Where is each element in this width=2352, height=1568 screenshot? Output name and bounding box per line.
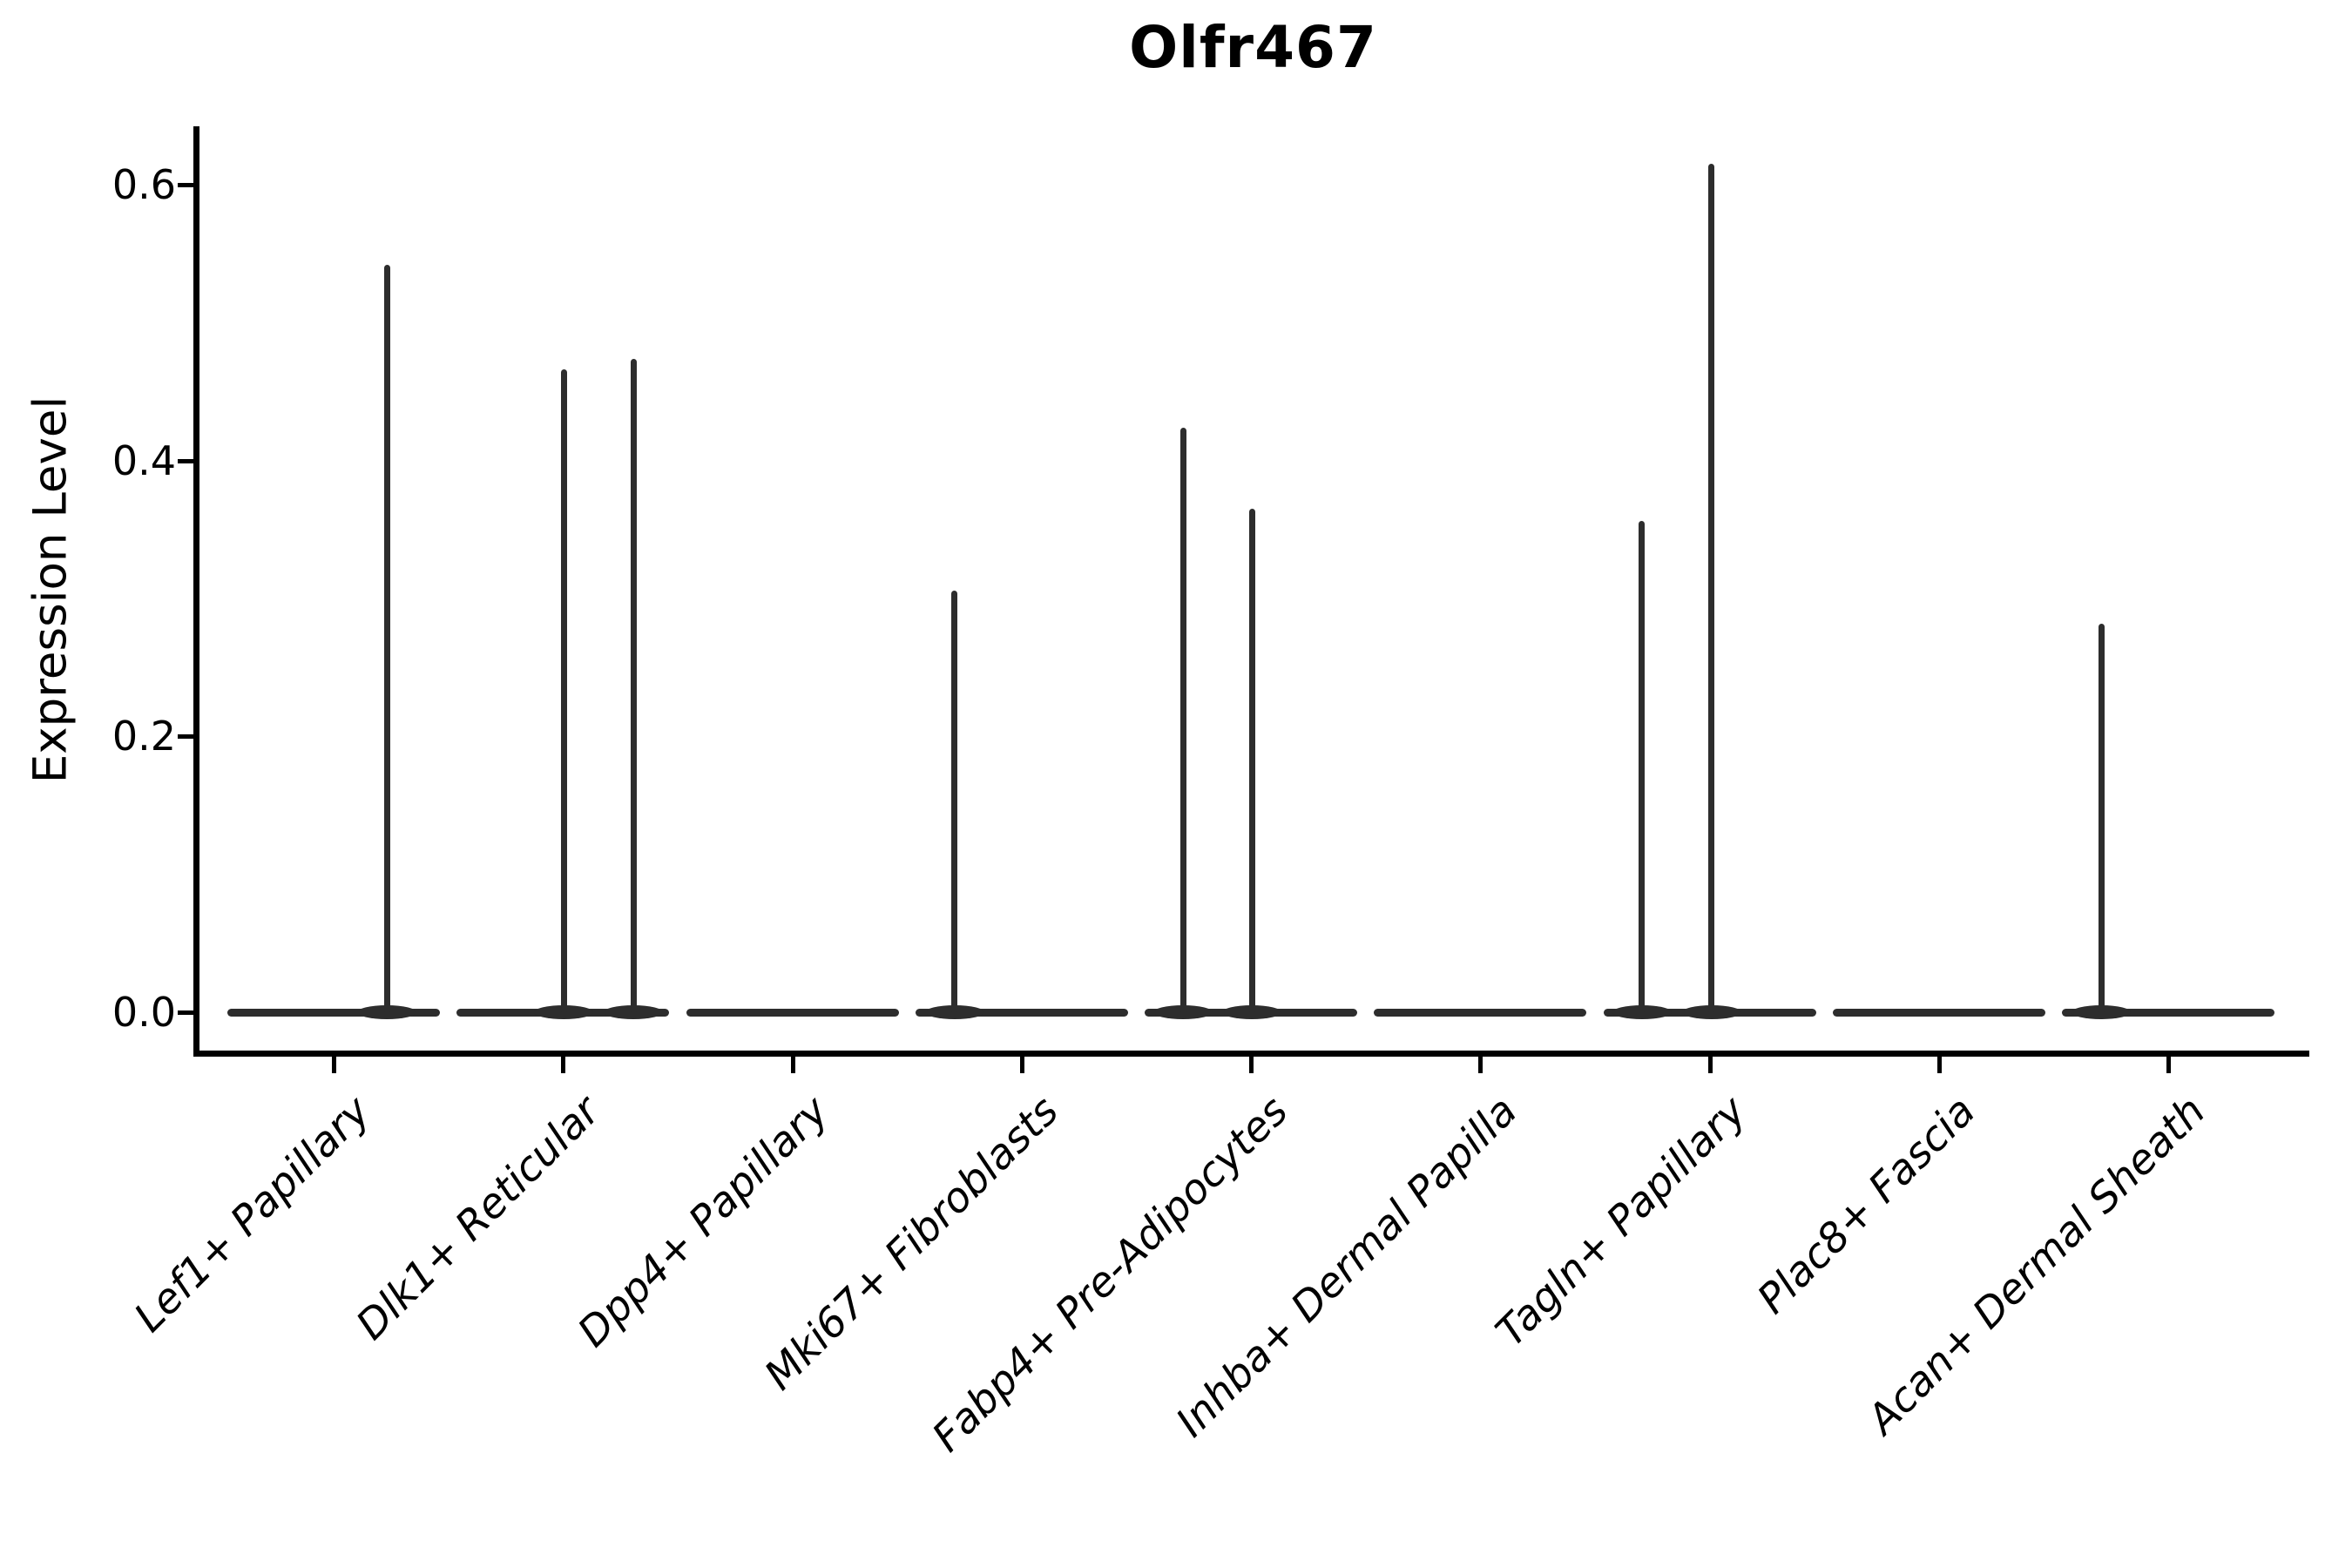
y-tick-mark [178, 183, 193, 187]
violin-spike [560, 369, 567, 1012]
violin-body-zero-line [915, 1008, 1128, 1017]
violin-spike [951, 590, 958, 1012]
x-tick-mark [2166, 1057, 2171, 1073]
violin-base-bulge [1681, 1005, 1741, 1019]
violin-base-bulge [534, 1005, 594, 1019]
x-tick-label: Dlk1+ Reticular [347, 1087, 610, 1349]
x-tick-mark [1249, 1057, 1254, 1073]
violin-body-zero-line [227, 1008, 440, 1017]
y-tick-mark [178, 1010, 193, 1015]
violin-base-bulge [1222, 1005, 1281, 1019]
violin-spike [630, 358, 637, 1012]
violin-spike [1708, 164, 1714, 1012]
violin-spike [1248, 509, 1255, 1012]
violin-body-zero-line [1374, 1008, 1587, 1017]
violin-body-zero-line [686, 1008, 899, 1017]
y-tick-label: 0.2 [112, 713, 176, 760]
x-tick-label: Tagln+ Papillary [1486, 1087, 1756, 1356]
y-tick-mark [178, 458, 193, 463]
y-tick-label: 0.0 [112, 989, 176, 1036]
violin-body-zero-line [1832, 1008, 2045, 1017]
violin-spike [1179, 427, 1186, 1012]
violin-base-bulge [604, 1005, 664, 1019]
x-tick-mark [790, 1057, 795, 1073]
x-tick-label: Dpp4+ Papillary [569, 1087, 839, 1357]
x-tick-mark [1478, 1057, 1484, 1073]
x-tick-mark [1707, 1057, 1713, 1073]
y-tick-label: 0.4 [112, 436, 176, 484]
violin-spike [383, 264, 390, 1012]
x-tick-mark [1019, 1057, 1024, 1073]
violin-base-bulge [1153, 1005, 1213, 1019]
violin-spike [1639, 521, 1645, 1012]
x-tick-mark [1936, 1057, 1942, 1073]
x-tick-label: Plac8+ Fascia [1748, 1087, 1985, 1324]
violin-body-zero-line [2062, 1008, 2274, 1017]
y-tick-label: 0.6 [112, 161, 176, 208]
chart-title: Olfr467 [1129, 14, 1377, 81]
x-tick-mark [332, 1057, 336, 1073]
x-tick-mark [561, 1057, 566, 1073]
x-axis-spine [193, 1051, 2309, 1057]
violin-spike [2098, 623, 2105, 1012]
violin-base-bulge [2072, 1005, 2131, 1019]
violin-base-bulge [924, 1005, 984, 1019]
x-tick-label: Lef1+ Papillary [125, 1087, 380, 1342]
y-tick-mark [178, 734, 193, 740]
violin-base-bulge [1612, 1005, 1672, 1019]
violin-base-bulge [357, 1005, 416, 1019]
y-axis-spine [193, 126, 199, 1057]
